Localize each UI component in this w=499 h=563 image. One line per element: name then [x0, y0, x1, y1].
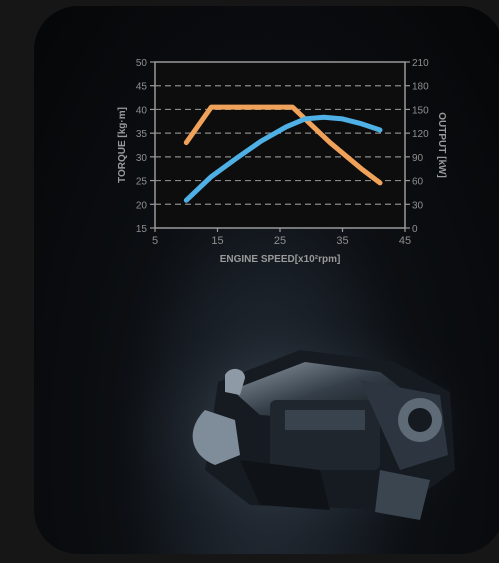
right-tick-label: 30	[412, 200, 424, 211]
right-tick-label: 0	[412, 224, 418, 235]
x-tick-label: 15	[211, 235, 223, 247]
plot-area	[154, 61, 406, 229]
right-tick-label: 90	[412, 153, 424, 164]
left-tick-label: 35	[136, 129, 148, 140]
right-tick-label: 180	[412, 82, 429, 93]
right-tick-label: 210	[412, 58, 429, 69]
torque-line	[183, 104, 383, 186]
right-tick-label: 120	[412, 129, 429, 140]
left-tick-label: 45	[136, 82, 148, 93]
left-tick-label: 15	[136, 224, 148, 235]
x-tick-label: 5	[152, 235, 158, 247]
right-tick-label: 150	[412, 105, 429, 116]
right-axis-label: OUTPUT [kW]	[436, 112, 447, 178]
x-tick-label: 35	[336, 235, 348, 247]
left-tick-label: 30	[136, 153, 148, 164]
left-tick-label: 20	[136, 200, 148, 211]
x-tick-label: 45	[399, 235, 411, 247]
x-axis-label: ENGINE SPEED[x10²rpm]	[220, 254, 341, 265]
left-tick-label: 50	[136, 58, 148, 69]
right-tick-label: 60	[412, 177, 424, 188]
left-axis-label: TORQUE [kg·m]	[117, 107, 128, 183]
output-line	[183, 114, 383, 203]
x-tick-label: 25	[274, 235, 286, 247]
left-tick-label: 25	[136, 177, 148, 188]
left-tick-label: 40	[136, 105, 148, 116]
